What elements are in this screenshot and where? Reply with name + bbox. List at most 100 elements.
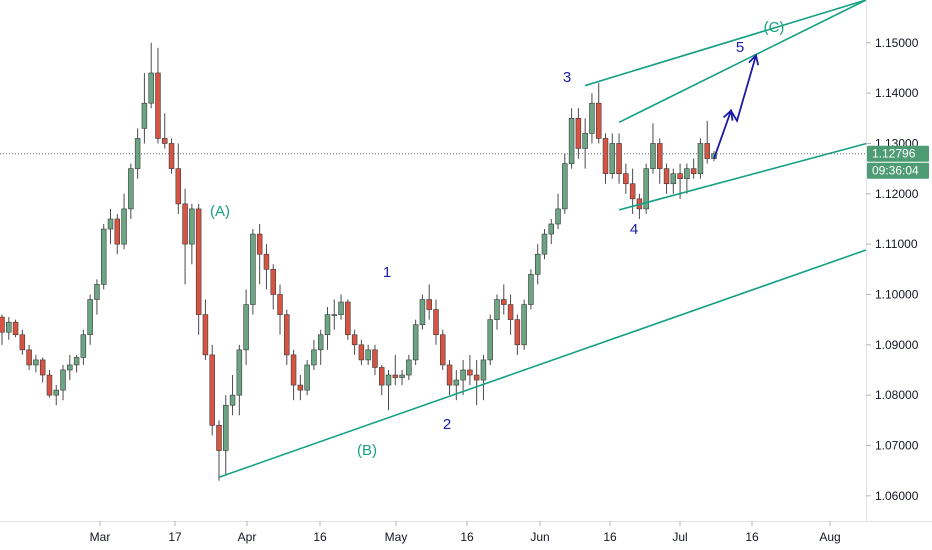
candle[interactable] [33,354,39,373]
candle[interactable] [602,133,609,184]
candle[interactable] [168,138,175,174]
candle[interactable] [562,153,568,214]
candle[interactable] [26,344,32,370]
candle[interactable] [358,339,365,365]
wave-label[interactable]: 4 [630,221,638,238]
candle[interactable] [162,113,168,149]
candle[interactable] [399,369,405,386]
candle[interactable] [141,72,148,144]
candle[interactable] [623,163,629,194]
candle[interactable] [12,319,19,338]
candle[interactable] [697,138,704,179]
candle[interactable] [365,344,371,365]
candle[interactable] [453,369,460,401]
candle[interactable] [406,354,412,381]
candle[interactable] [229,375,236,416]
candle[interactable] [290,349,297,401]
candle[interactable] [555,193,561,230]
wave-label[interactable]: 5 [736,39,744,56]
candle[interactable] [256,224,263,285]
candle[interactable] [223,395,229,476]
candle[interactable] [480,354,487,401]
candle[interactable] [324,307,331,350]
candle[interactable] [304,359,310,396]
candle[interactable] [643,163,649,214]
candle[interactable] [189,203,195,265]
candle[interactable] [392,354,399,386]
candle[interactable] [277,284,283,335]
candle[interactable] [351,329,358,355]
candle[interactable] [73,354,80,373]
candle[interactable] [128,163,134,219]
candle[interactable] [487,314,493,365]
candle[interactable] [345,299,351,340]
candle[interactable] [67,354,73,381]
candle[interactable] [46,369,53,398]
candle[interactable] [195,203,202,335]
candle[interactable] [609,133,616,179]
candle[interactable] [419,294,426,330]
candle[interactable] [114,213,121,255]
candle[interactable] [704,120,710,164]
candle[interactable] [446,359,453,396]
candle[interactable] [426,284,432,320]
candle[interactable] [372,344,378,376]
candle[interactable] [460,359,466,396]
candle[interactable] [6,317,12,340]
candle[interactable] [100,224,107,290]
candle[interactable] [236,344,243,416]
candle[interactable] [87,294,93,345]
inner-channel-lower[interactable] [618,142,867,211]
candle[interactable] [548,218,554,245]
projection-path[interactable] [713,55,757,159]
candle[interactable] [541,229,548,260]
candle[interactable] [514,314,521,355]
wave-label[interactable]: (A) [210,203,230,220]
candle[interactable] [507,294,514,335]
candle[interactable] [209,344,215,436]
wave-label[interactable]: 3 [563,69,571,86]
candle[interactable] [650,123,656,174]
lower-trendline[interactable] [218,249,867,478]
candle[interactable] [378,364,385,396]
candle[interactable] [521,299,527,350]
candle[interactable] [467,354,473,386]
candle[interactable] [94,279,100,315]
candle[interactable] [582,118,588,169]
inner-channel-upper[interactable] [618,0,867,124]
candle[interactable] [575,108,582,159]
candle[interactable] [568,108,575,169]
candle[interactable] [107,208,114,245]
candle[interactable] [589,93,595,144]
candle[interactable] [39,357,46,383]
candle[interactable] [473,359,480,406]
candle[interactable] [263,244,270,290]
candle[interactable] [528,269,534,310]
wave-label[interactable]: (B) [357,442,377,459]
candle[interactable] [317,329,324,365]
candle[interactable] [60,364,66,401]
price-axis[interactable]: 1.150001.140001.130001.120001.110001.100… [866,36,919,503]
wave-label[interactable]: 2 [443,416,451,433]
candle[interactable] [501,284,507,315]
candle[interactable] [595,83,602,144]
candle[interactable] [19,329,26,355]
candle[interactable] [385,369,392,411]
wave-label[interactable]: (C) [764,19,785,36]
candle[interactable] [202,299,209,360]
time-axis[interactable]: Mar 17 Apr 16 May 16 Jun 16 Jul 16 Aug [90,521,841,544]
candle[interactable] [80,329,87,365]
candle[interactable] [148,42,154,109]
candle[interactable] [684,163,690,194]
candle[interactable] [175,143,182,214]
candle[interactable] [216,420,222,481]
drawing-layer[interactable]: (A) (B) (C) 1 2 3 4 5 [210,0,867,478]
candle[interactable] [433,299,439,345]
candle[interactable] [297,375,304,401]
candle[interactable] [155,47,161,144]
candle[interactable] [534,244,541,285]
candle[interactable] [616,133,622,184]
candle[interactable] [284,309,290,365]
candle[interactable] [636,193,643,219]
